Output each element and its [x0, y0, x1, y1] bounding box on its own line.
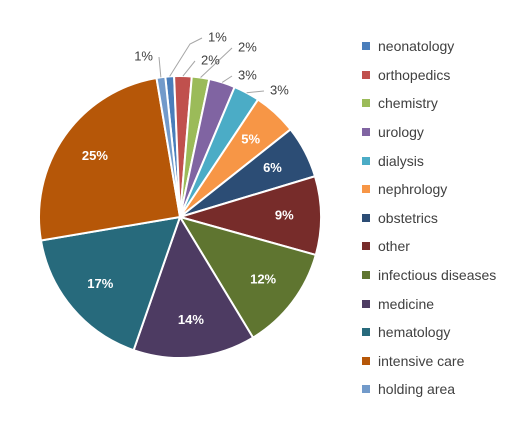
legend-item-orthopedics: orthopedics: [362, 61, 496, 90]
leader-line-holding-area: [158, 56, 162, 78]
data-label-obstetrics: 6%: [263, 160, 282, 175]
data-label-nephrology: 5%: [241, 132, 260, 147]
legend-item-other: other: [362, 232, 496, 261]
slice-intensive-care: [38, 76, 182, 242]
legend-swatch: [362, 213, 370, 222]
legend-label: medicine: [378, 295, 435, 312]
slice-medicine: [132, 214, 255, 359]
legend-swatch: [362, 185, 370, 194]
legend-swatch: [362, 328, 370, 337]
legend-swatch: [362, 128, 370, 137]
data-label-neonatology: 1%: [208, 29, 227, 44]
legend-item-urology: urology: [362, 118, 496, 147]
legend-label: orthopedics: [378, 66, 451, 83]
data-label-urology: 3%: [238, 67, 257, 82]
leader-line-neonatology: [169, 37, 203, 77]
leader-line-orthopedics: [182, 60, 196, 77]
slice-infectious-diseases: [177, 215, 318, 339]
legend-swatch: [362, 70, 370, 79]
data-label-holding-area: 1%: [134, 48, 153, 63]
data-label-other: 9%: [275, 207, 294, 222]
legend-label: neonatology: [378, 38, 455, 55]
legend-label: chemistry: [378, 95, 438, 112]
legend-item-chemistry: chemistry: [362, 89, 496, 118]
legend-swatch: [362, 271, 370, 280]
legend-swatch: [362, 385, 370, 394]
data-label-hematology: 17%: [87, 276, 113, 291]
legend-label: obstetrics: [378, 209, 438, 226]
legend-label: nephrology: [378, 181, 448, 198]
legend-swatch: [362, 242, 370, 251]
legend-item-holding-area: holding area: [362, 375, 496, 404]
data-labels: 1% 2% 2% 3% 3% 5%6% 9% 12% 14% 17% 25% 1%: [82, 29, 294, 327]
leader-line-dialysis: [246, 90, 265, 94]
legend-label: infectious diseases: [378, 267, 497, 284]
legend-item-intensive-care: intensive care: [362, 347, 496, 376]
legend-label: other: [378, 238, 410, 255]
legend-item-neonatology: neonatology: [362, 32, 496, 61]
legend-label: intensive care: [378, 352, 465, 369]
data-label-chemistry: 2%: [238, 39, 257, 54]
legend-label: holding area: [378, 381, 456, 398]
legend-label: urology: [378, 124, 424, 141]
slice-holding-area: [155, 75, 181, 218]
leader-line-chemistry: [200, 47, 233, 78]
legend-item-obstetrics: obstetrics: [362, 204, 496, 233]
data-label-orthopedics: 2%: [201, 52, 220, 67]
legend-item-dialysis: dialysis: [362, 146, 496, 175]
chart-legend: neonatology orthopedics chemistry urology di…: [362, 32, 496, 404]
legend-swatch: [362, 156, 370, 165]
legend-swatch: [362, 42, 370, 51]
legend-swatch: [362, 356, 370, 365]
slice-hematology: [39, 215, 182, 352]
data-label-infectious-diseases: 12%: [250, 272, 276, 287]
leader-line-urology: [221, 75, 233, 83]
legend-item-infectious-diseases: infectious diseases: [362, 261, 496, 290]
data-label-intensive-care: 25%: [82, 148, 108, 163]
legend-item-medicine: medicine: [362, 289, 496, 318]
slice-other: [176, 175, 322, 257]
legend-swatch: [362, 299, 370, 308]
leader-lines: [158, 37, 265, 94]
pie-slices: [38, 75, 322, 359]
legend-item-hematology: hematology: [362, 318, 496, 347]
legend-label: dialysis: [378, 152, 424, 169]
legend-item-nephrology: nephrology: [362, 175, 496, 204]
legend-label: hematology: [378, 324, 451, 341]
data-label-dialysis: 3%: [270, 82, 289, 97]
legend-swatch: [362, 99, 370, 108]
data-label-medicine: 14%: [178, 312, 204, 327]
